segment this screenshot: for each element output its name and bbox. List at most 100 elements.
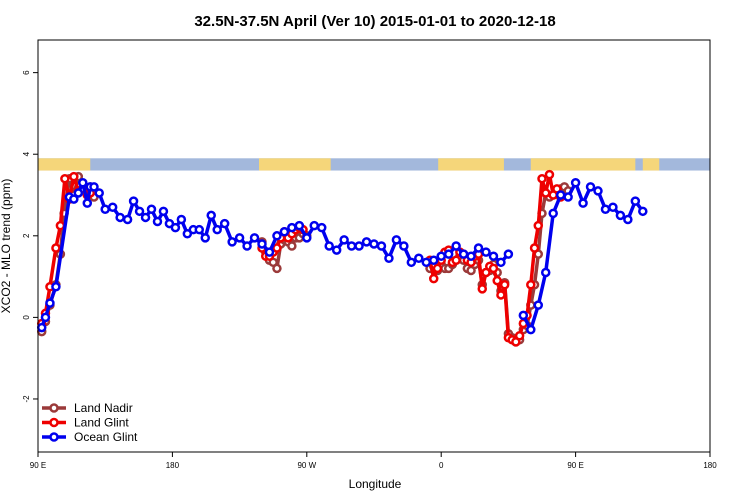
data-point: [287, 241, 297, 251]
data-point: [227, 237, 237, 247]
data-point: [249, 233, 260, 243]
data-point: [339, 235, 349, 245]
data-point: [421, 257, 432, 268]
data-point: [600, 204, 611, 215]
data-point: [182, 229, 193, 239]
data-point: [82, 198, 93, 208]
data-point: [533, 220, 544, 231]
data-point: [630, 196, 641, 206]
legend-swatch-marker: [49, 432, 59, 442]
data-point: [376, 241, 387, 251]
data-point: [608, 202, 618, 212]
legend-swatch-marker: [49, 417, 59, 428]
data-point: [518, 310, 529, 321]
data-point: [414, 253, 424, 263]
data-point: [219, 218, 230, 229]
data-point: [200, 233, 211, 243]
data-point: [287, 222, 297, 233]
data-point: [279, 226, 290, 237]
data-point: [55, 220, 66, 231]
data-point: [529, 243, 540, 253]
data-point: [100, 204, 110, 215]
x-tick-label: 90 E: [30, 461, 46, 470]
data-point: [537, 173, 547, 184]
data-point: [428, 273, 439, 284]
data-point: [451, 255, 461, 266]
data-point: [242, 241, 252, 251]
data-point: [89, 182, 99, 192]
data-point: [176, 214, 187, 225]
data-point: [503, 249, 514, 259]
data-point: [533, 300, 544, 310]
data-point: [316, 222, 327, 233]
data-point: [585, 182, 596, 192]
data-point: [492, 275, 502, 286]
data-point: [578, 198, 588, 208]
land-segment: [259, 158, 331, 171]
data-point: [45, 298, 55, 308]
data-point: [436, 251, 446, 261]
series-land-glint: [36, 169, 566, 347]
data-point: [477, 284, 488, 294]
data-point: [499, 280, 510, 290]
data-point: [354, 241, 364, 251]
data-point: [488, 251, 499, 261]
y-tick-label: 6: [22, 70, 31, 75]
x-tick-label: 180: [166, 461, 180, 470]
data-point: [78, 178, 88, 188]
data-point: [526, 324, 536, 335]
data-point: [324, 241, 334, 251]
data-point: [107, 202, 118, 212]
data-point: [488, 263, 499, 274]
data-point: [194, 224, 205, 235]
data-point: [272, 231, 282, 241]
data-point: [170, 222, 181, 233]
series-ocean-glint: [36, 178, 648, 335]
land-segment: [438, 158, 504, 171]
data-point: [272, 263, 282, 274]
data-point: [473, 243, 484, 253]
data-point: [555, 190, 566, 200]
data-point: [134, 206, 145, 217]
data-point: [399, 241, 409, 251]
data-point: [69, 171, 79, 182]
data-point: [496, 257, 506, 268]
data-point: [140, 212, 151, 223]
series-line: [40, 174, 570, 344]
data-point: [152, 216, 163, 227]
data-point: [40, 312, 51, 323]
data-point: [361, 237, 372, 247]
data-point: [164, 218, 175, 229]
data-point: [443, 249, 454, 259]
x-tick-label: 0: [439, 461, 444, 470]
data-point: [451, 241, 461, 251]
y-tick-label: 2: [22, 233, 31, 238]
legend-swatch-marker: [49, 403, 59, 413]
data-point: [540, 188, 551, 198]
data-point: [615, 210, 626, 221]
data-point: [60, 173, 70, 184]
data-point: [115, 212, 125, 223]
data-point: [458, 249, 469, 259]
data-point: [36, 322, 47, 333]
series-layer: [36, 169, 648, 347]
x-axis: 90 E 180 90 W 0 90 E 180: [30, 452, 717, 470]
data-point: [264, 247, 275, 257]
plot-frame: [37, 39, 711, 453]
data-point: [638, 206, 648, 217]
land-mask-strip: [38, 158, 710, 171]
land-segment: [38, 158, 91, 171]
data-point: [128, 196, 139, 206]
data-point: [406, 257, 417, 268]
data-point: [272, 243, 282, 253]
data-point: [309, 220, 320, 231]
data-point: [548, 208, 558, 219]
legend-label: Land Glint: [74, 416, 129, 430]
x-tick-label: 90 W: [297, 461, 316, 470]
data-point: [51, 282, 61, 292]
data-point: [623, 214, 633, 225]
data-point: [158, 206, 169, 217]
data-point: [384, 253, 394, 263]
data-point: [234, 233, 245, 243]
